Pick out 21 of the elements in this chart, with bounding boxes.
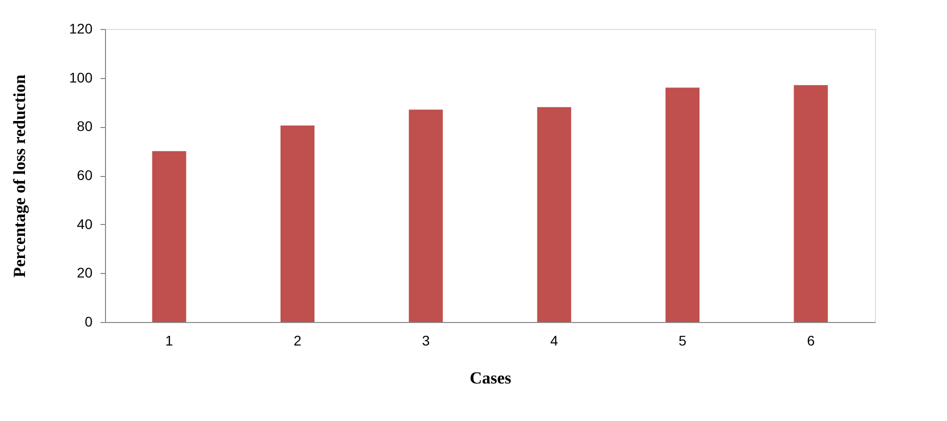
bar <box>408 110 443 322</box>
bar <box>280 125 314 322</box>
x-tick-label: 3 <box>422 332 430 348</box>
y-tick-label: 20 <box>76 264 93 281</box>
y-tick-label: 120 <box>69 20 93 36</box>
bar <box>152 151 186 322</box>
x-tick-label: 6 <box>806 332 815 348</box>
x-tick-label: 1 <box>165 332 174 348</box>
y-tick-label: 60 <box>76 167 93 183</box>
y-axis-title: Percentage of loss reduction <box>10 74 30 278</box>
x-tick-label: 4 <box>550 332 558 348</box>
bar <box>794 85 828 322</box>
x-axis-title: Cases <box>470 368 512 388</box>
bar <box>537 107 572 322</box>
y-tick-label: 0 <box>84 314 93 330</box>
x-tick-label: 2 <box>294 332 302 348</box>
x-tick-label: 5 <box>678 332 687 348</box>
y-tick-label: 100 <box>69 69 93 86</box>
bar <box>666 88 700 322</box>
y-tick-label: 80 <box>76 118 93 134</box>
y-tick-label: 40 <box>76 216 93 232</box>
